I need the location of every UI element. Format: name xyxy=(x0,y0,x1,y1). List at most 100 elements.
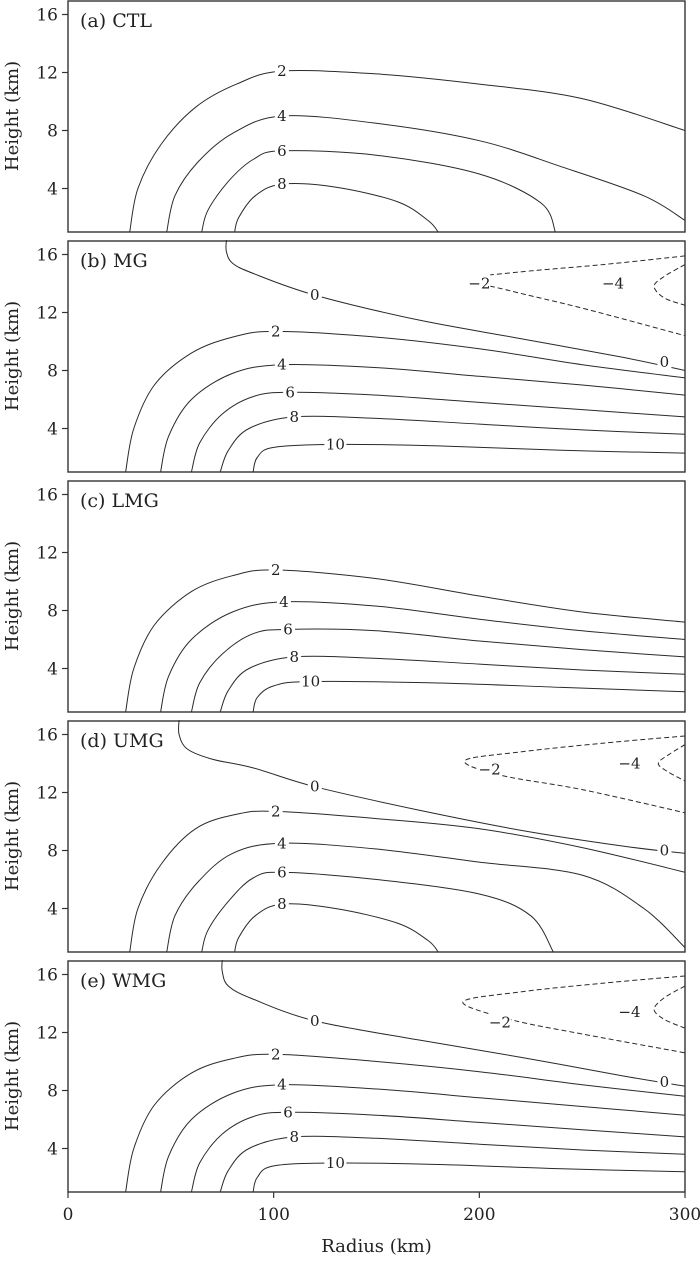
contour-label-0: 0 xyxy=(310,1012,320,1030)
contour-label-2: 2 xyxy=(277,62,287,80)
contour-line-2 xyxy=(125,1053,685,1192)
contour-label-6: 6 xyxy=(283,620,293,638)
contour-line-4 xyxy=(160,363,685,472)
y-tick-label: 4 xyxy=(47,180,58,200)
contour-label-4: 4 xyxy=(277,1076,287,1094)
contour-line-6 xyxy=(190,391,685,472)
contour-label-0: 0 xyxy=(660,1073,670,1091)
contour-label-10: 10 xyxy=(326,435,345,453)
contour-label-bg xyxy=(268,560,283,579)
panel-label: (e) WMG xyxy=(80,970,166,992)
contour-line--2 xyxy=(462,975,685,1054)
y-tick-label: 12 xyxy=(36,544,58,564)
contour-label-bg xyxy=(299,672,322,691)
contour-line-8 xyxy=(219,415,685,472)
contour-line-6 xyxy=(201,150,556,232)
contour-label-4: 4 xyxy=(277,356,287,374)
contour-line-10 xyxy=(252,680,685,712)
y-tick-label: 8 xyxy=(47,122,58,142)
contour-label-bg xyxy=(268,322,283,341)
contour-label-bg xyxy=(281,620,296,639)
contour-label-2: 2 xyxy=(271,1045,281,1063)
x-tick-label: 100 xyxy=(257,1205,289,1225)
y-axis-label: Height (km) xyxy=(2,1021,23,1131)
contour-label-6: 6 xyxy=(283,1103,293,1121)
y-tick-label: 4 xyxy=(47,1140,58,1160)
contour-label-bg xyxy=(274,834,289,853)
contour-label-bg xyxy=(287,647,302,666)
contour-label-8: 8 xyxy=(289,648,299,666)
contour-line-8 xyxy=(219,655,685,712)
contour-label-bg xyxy=(276,592,291,611)
contour-label-bg xyxy=(283,383,298,402)
contour-line-2 xyxy=(125,569,685,712)
contours-panel-4 xyxy=(125,960,685,1192)
contour-label--2: −2 xyxy=(468,275,490,293)
contour-label--4: −4 xyxy=(618,1003,640,1021)
contour-label--4: −4 xyxy=(602,275,624,293)
contour-line-8 xyxy=(234,903,439,952)
contour-label-bg xyxy=(657,352,672,371)
y-tick-label: 16 xyxy=(36,726,58,746)
contour-line-10 xyxy=(252,443,685,472)
panel-frame xyxy=(67,960,686,1193)
contour-label-bg xyxy=(274,107,289,125)
panel-3: 0 0 2 4 6 8 −2 −4 4 8 12 16 Height (km) (d) UMG xyxy=(2,720,686,953)
contour-label-bg xyxy=(602,274,625,293)
contour-line-4 xyxy=(160,1084,685,1192)
panel-frame xyxy=(67,0,686,233)
y-tick-label: 8 xyxy=(47,842,58,862)
contour-line--4 xyxy=(653,264,685,306)
contour-label-6: 6 xyxy=(285,383,295,401)
panel-label: (a) CTL xyxy=(80,10,152,32)
panel-label: (d) UMG xyxy=(80,730,164,752)
contour-line--4 xyxy=(657,744,685,782)
contour-label-bg xyxy=(307,1011,322,1030)
contour-line--4 xyxy=(653,985,685,1029)
contour-label-bg xyxy=(657,841,672,860)
contour-label-bg xyxy=(324,435,347,454)
contour-label-bg xyxy=(281,1103,296,1122)
contour-label-bg xyxy=(268,1045,283,1064)
contour-line-8 xyxy=(234,183,439,232)
contour-label-10: 10 xyxy=(301,673,320,691)
y-tick-label: 8 xyxy=(47,1082,58,1102)
contour-label-bg xyxy=(618,754,641,773)
contour-label-bg xyxy=(324,1154,347,1172)
contour-label-10: 10 xyxy=(326,1154,345,1172)
x-tick-label: 300 xyxy=(669,1205,700,1225)
panel-1: 0 0 2 4 6 8 10 −2 −4 4 8 12 16 Height (km) (b) MG xyxy=(2,240,686,473)
contour-label-4: 4 xyxy=(279,593,289,611)
y-tick-label: 12 xyxy=(36,304,58,324)
contour-label-bg xyxy=(468,274,491,293)
contour-line-2 xyxy=(129,70,685,232)
contour-label-bg xyxy=(488,1013,511,1032)
y-tick-label: 12 xyxy=(36,64,58,84)
contour-line--2 xyxy=(464,735,685,814)
panel-0: 2 4 6 8 4 8 12 16 Height (km) (a) CTL xyxy=(2,0,686,233)
contour-label-bg xyxy=(268,802,283,821)
contour-label-4: 4 xyxy=(277,834,287,852)
contour-label-bg xyxy=(274,62,289,81)
panel-label: (c) LMG xyxy=(80,490,159,512)
y-tick-label: 16 xyxy=(36,246,58,266)
contour-label-0: 0 xyxy=(310,778,320,796)
contour-label-bg xyxy=(274,141,289,160)
y-tick-label: 8 xyxy=(47,602,58,622)
y-tick-label: 4 xyxy=(47,900,58,920)
contour-label-bg xyxy=(274,895,289,914)
contour-line-0 xyxy=(225,240,685,371)
contour-label-0: 0 xyxy=(310,286,320,304)
contours-panel-1 xyxy=(125,240,685,472)
contour-line-2 xyxy=(129,810,685,952)
contour-label-bg xyxy=(657,1072,672,1091)
contour-label-2: 2 xyxy=(271,561,281,579)
contour-line-0 xyxy=(221,960,685,1087)
panel-frame xyxy=(67,720,686,953)
y-tick-label: 16 xyxy=(36,486,58,506)
y-tick-label: 8 xyxy=(47,362,58,382)
contour-line-6 xyxy=(201,871,554,952)
